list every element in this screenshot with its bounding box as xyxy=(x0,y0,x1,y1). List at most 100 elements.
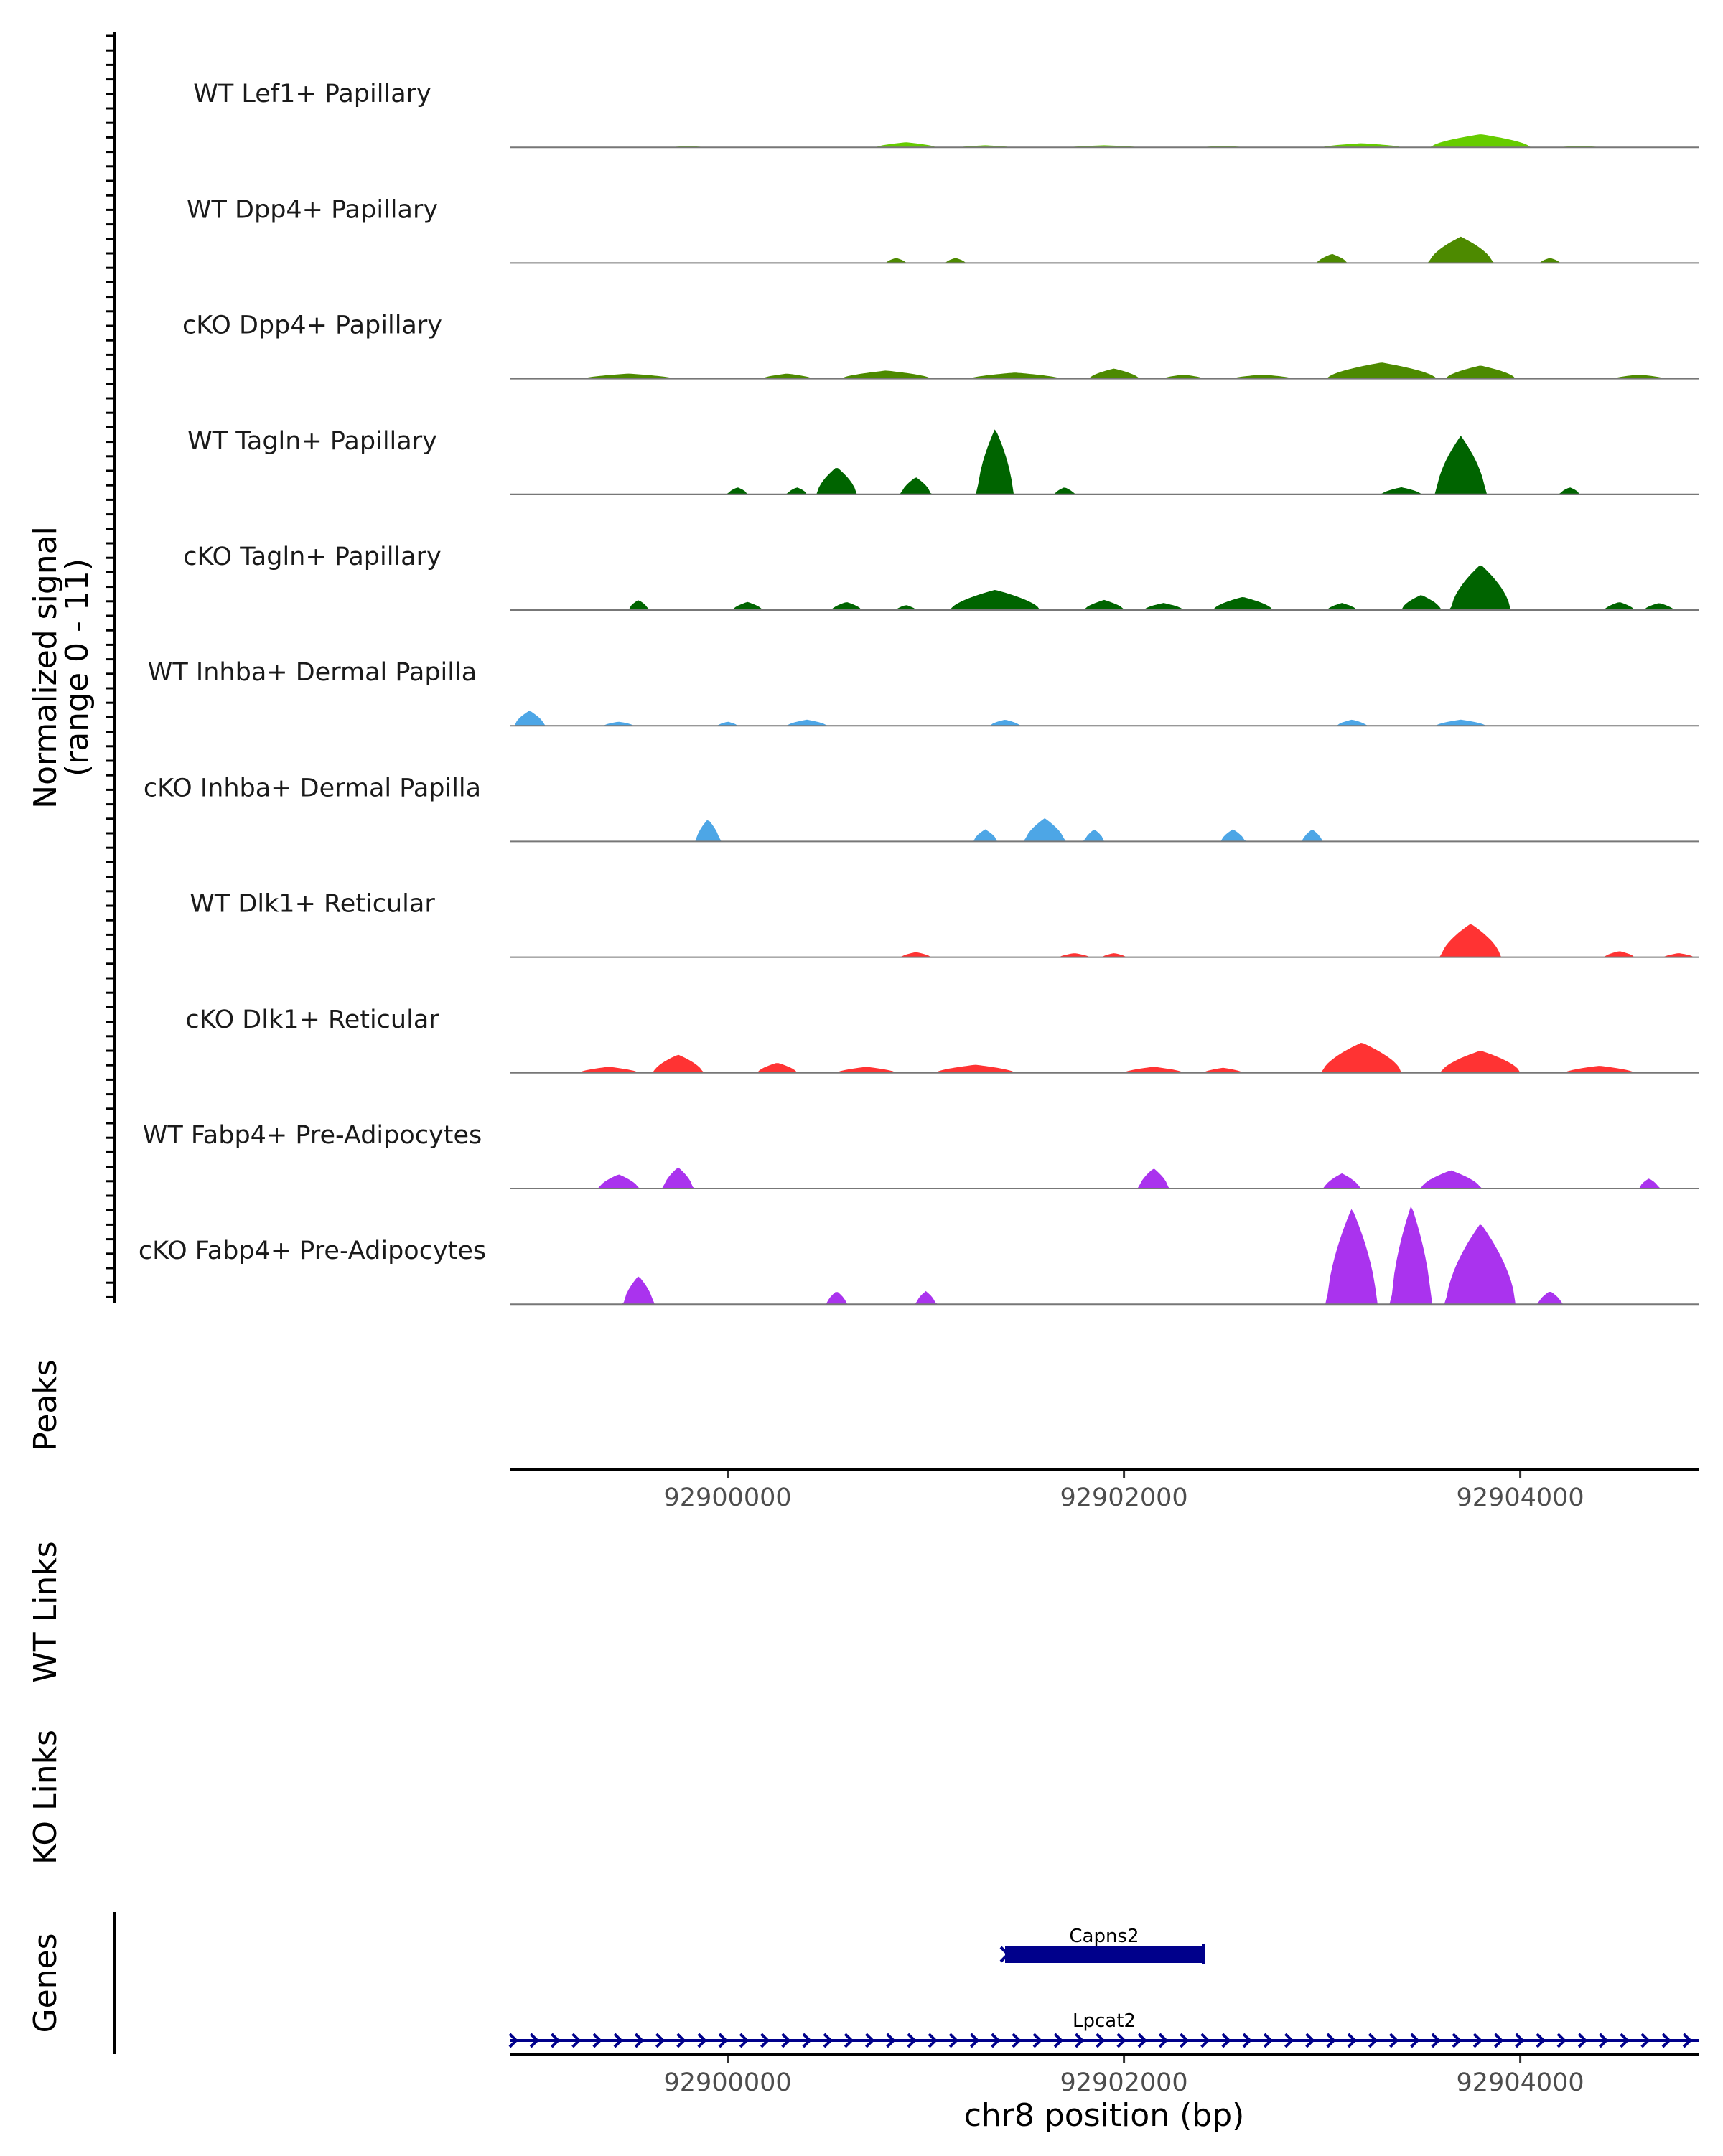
signal-ylabel: Normalized signal xyxy=(27,526,64,809)
gene-name: Lpcat2 xyxy=(1073,2010,1136,2032)
gene-strand-arrow xyxy=(802,2033,812,2048)
track: cKO Dpp4+ Papillary xyxy=(182,311,1699,380)
gene-strand-arrow xyxy=(1536,2033,1546,2048)
gene-strand-arrow xyxy=(1012,2033,1022,2048)
signal-panel: Normalized signal (range 0 - 11) WT Lef1… xyxy=(27,32,1699,1306)
gene-strand-arrow xyxy=(781,2033,791,2048)
gene-strand-arrow xyxy=(1032,2033,1042,2048)
x-tick-label: 92902000 xyxy=(1060,2068,1188,2097)
gene-exon xyxy=(1005,1946,1203,1963)
gene-strand-arrow xyxy=(1096,2033,1106,2048)
track-label: WT Lef1+ Papillary xyxy=(193,80,431,108)
gene-strand-arrow xyxy=(928,2033,938,2048)
genes-label: Genes xyxy=(27,1933,64,2033)
gene-strand-arrow xyxy=(1556,2033,1566,2048)
gene-strand-arrow xyxy=(864,2033,875,2048)
track: cKO Inhba+ Dermal Papilla xyxy=(144,774,1699,843)
track-signal xyxy=(510,711,1699,726)
x-tick-label: 92904000 xyxy=(1457,1484,1584,1512)
gene-strand-arrow xyxy=(1410,2033,1420,2048)
gene-strand-arrow xyxy=(1577,2033,1588,2048)
gene-strand-arrow xyxy=(718,2033,728,2048)
signal-y-ticks xyxy=(106,34,115,1298)
gene-strand-arrow xyxy=(1242,2033,1252,2048)
track-label: WT Dlk1+ Reticular xyxy=(190,890,435,919)
gene-strand-arrow xyxy=(1661,2033,1671,2048)
x-tick-label: 92900000 xyxy=(664,1484,792,1512)
genes-panel: Genes Capns2 Lpcat2 92900000 92902000 92904… xyxy=(27,1912,1699,2134)
gene-strand-arrow xyxy=(1620,2033,1630,2048)
gene-strand-arrow xyxy=(999,1946,1010,1963)
track-signal xyxy=(510,362,1699,379)
track: WT Dlk1+ Reticular xyxy=(190,890,1699,958)
gene-strand-arrow xyxy=(571,2033,582,2048)
links-panels: WT Links KO Links xyxy=(27,1541,64,1865)
track-signal xyxy=(510,236,1699,263)
gene-strand-arrow xyxy=(1388,2033,1399,2048)
gene-strand-arrow xyxy=(1682,2033,1693,2048)
gene-strand-arrow xyxy=(1431,2033,1441,2048)
track: WT Fabp4+ Pre-Adipocytes xyxy=(143,1121,1699,1189)
ko-links-label: KO Links xyxy=(27,1730,64,1865)
track-signal xyxy=(510,134,1699,148)
signal-ylabel-range: (range 0 - 11) xyxy=(59,558,95,777)
gene-strand-arrow xyxy=(739,2033,750,2048)
gene-strand-arrow xyxy=(1053,2033,1064,2048)
gene-strand-arrow xyxy=(1472,2033,1483,2048)
track-label: cKO Fabp4+ Pre-Adipocytes xyxy=(139,1237,486,1265)
track-signal xyxy=(510,1167,1699,1189)
gene-strand-arrow xyxy=(991,2033,1001,2048)
gene-strand-arrow xyxy=(1515,2033,1525,2048)
gene-strand-arrow xyxy=(1284,2033,1294,2048)
track-label: cKO Tagln+ Papillary xyxy=(183,543,442,571)
gene-strand-arrow xyxy=(1493,2033,1504,2048)
x-tick-label: 92900000 xyxy=(664,2068,792,2097)
x-tick-label: 92902000 xyxy=(1060,1484,1188,1512)
gene-strand-arrow xyxy=(1137,2033,1147,2048)
track-signal xyxy=(510,565,1699,610)
gene-strand-arrow xyxy=(1074,2033,1085,2048)
gene-strand-arrow xyxy=(1347,2033,1357,2048)
track: cKO Dlk1+ Reticular xyxy=(185,1006,1699,1074)
gene-strand-arrow xyxy=(1305,2033,1315,2048)
track: WT Dpp4+ Papillary xyxy=(187,195,1699,264)
track-label: WT Fabp4+ Pre-Adipocytes xyxy=(143,1121,482,1150)
genes-xlabel: chr8 position (bp) xyxy=(964,2097,1245,2134)
genes-x-ticks: 92900000 92902000 92904000 xyxy=(664,2056,1584,2097)
gene-strand-arrow xyxy=(1640,2033,1650,2048)
gene-strand-arrow xyxy=(676,2033,686,2048)
gene-strand-arrow xyxy=(1116,2033,1126,2048)
peaks-x-ticks: 92900000 92902000 92904000 xyxy=(664,1471,1584,1512)
gene-strand-arrow xyxy=(823,2033,833,2048)
gene-strand-arrow xyxy=(1221,2033,1231,2048)
gene-strand-arrow xyxy=(844,2033,854,2048)
gene-strand-arrow xyxy=(1263,2033,1274,2048)
track: cKO Tagln+ Papillary xyxy=(183,543,1699,611)
gene-strand-arrow xyxy=(948,2033,959,2048)
gene-strand-arrow xyxy=(655,2033,666,2048)
gene-strand-arrow xyxy=(886,2033,896,2048)
track-label: WT Inhba+ Dermal Papilla xyxy=(148,658,477,687)
track: cKO Fabp4+ Pre-Adipocytes xyxy=(139,1206,1699,1306)
x-tick-label: 92904000 xyxy=(1457,2068,1584,2097)
track-signal xyxy=(510,924,1699,957)
track: WT Inhba+ Dermal Papilla xyxy=(148,658,1699,727)
gene-strand-arrow xyxy=(1598,2033,1609,2048)
gene-strand-arrow xyxy=(1158,2033,1169,2048)
gene-name: Capns2 xyxy=(1069,1926,1139,1947)
track: WT Lef1+ Papillary xyxy=(193,80,1699,149)
gene-strand-arrow xyxy=(907,2033,917,2048)
wt-links-label: WT Links xyxy=(27,1541,64,1682)
gene-models: Capns2 Lpcat2 xyxy=(508,1926,1699,2048)
track-label: WT Dpp4+ Papillary xyxy=(187,195,438,224)
gene-strand-arrow xyxy=(613,2033,623,2048)
gene-strand-arrow xyxy=(1326,2033,1336,2048)
track: WT Tagln+ Papillary xyxy=(187,427,1699,495)
gene-strand-arrow xyxy=(529,2033,540,2048)
gene-strand-arrow xyxy=(697,2033,707,2048)
track-label: cKO Inhba+ Dermal Papilla xyxy=(144,774,481,802)
gene-strand-arrow xyxy=(508,2033,518,2048)
